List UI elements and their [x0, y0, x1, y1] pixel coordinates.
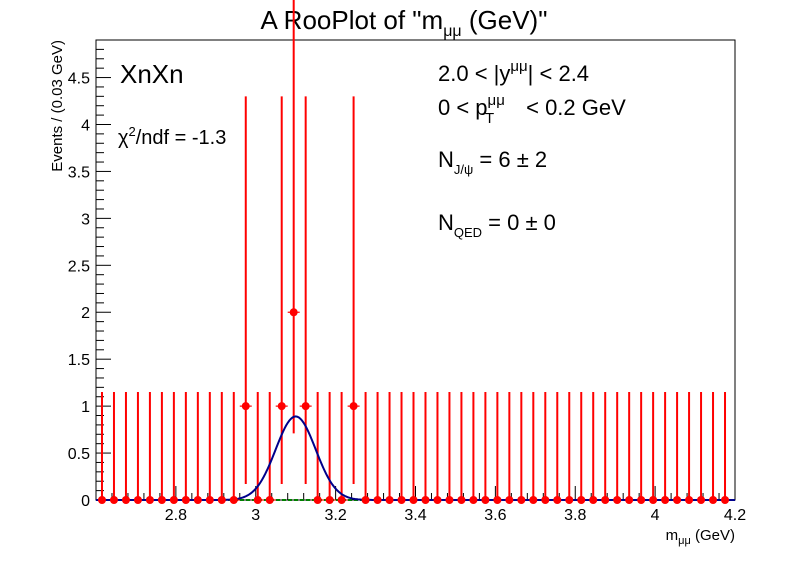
- x-tick-label: 3: [251, 507, 260, 524]
- data-point: [481, 496, 490, 504]
- y-tick-label: 3.5: [68, 164, 90, 181]
- data-point: [301, 402, 310, 411]
- y-tick-label: 0.5: [68, 446, 90, 463]
- data-point: [229, 496, 238, 504]
- data-point: [193, 496, 202, 504]
- data-point: [637, 496, 646, 504]
- y-tick-label: 4.5: [68, 71, 90, 88]
- y-tick-label: 0: [81, 493, 90, 510]
- y-tick-label: 4: [81, 117, 90, 134]
- x-tick-label: 3.4: [404, 507, 426, 524]
- data-point: [505, 496, 514, 504]
- x-axis-label: mμμ (GeV): [666, 527, 735, 547]
- data-point: [313, 496, 322, 504]
- data-point: [529, 496, 538, 504]
- data-point: [445, 496, 454, 504]
- data-point: [373, 496, 382, 504]
- data-point: [205, 496, 214, 504]
- data-point: [685, 496, 694, 504]
- rapidity-label: 2.0 < |yμμ| < 2.4: [438, 58, 589, 86]
- x-tick-label: 3.6: [484, 507, 506, 524]
- data-point: [265, 496, 274, 504]
- data-point: [361, 496, 370, 504]
- njpsi-label: NJ/ψ = 6 ± 2: [438, 147, 547, 177]
- data-point: [337, 496, 346, 504]
- y-tick-label: 3: [81, 211, 90, 228]
- y-axis: 0 0.5 1 1.5 2 2.5 3 3.5 4 4.5: [68, 39, 111, 510]
- tag-label: XnXn: [120, 59, 184, 89]
- chart-title: A RooPlot of "mμμ (GeV)": [261, 5, 548, 40]
- data-point: [109, 496, 118, 504]
- x-tick-label: 4.2: [724, 507, 746, 524]
- data-point: [457, 496, 466, 504]
- data-point: [517, 496, 526, 504]
- data-point: [493, 496, 502, 504]
- data-point: [613, 496, 622, 504]
- x-tick-label: 3.2: [325, 507, 347, 524]
- x-tick-label: 2.8: [165, 507, 187, 524]
- data-point: [385, 496, 394, 504]
- data-point: [145, 496, 154, 504]
- data-point: [565, 496, 574, 504]
- data-point: [577, 496, 586, 504]
- data-point: [217, 496, 226, 504]
- data-point: [553, 496, 562, 504]
- data-point: [541, 496, 550, 504]
- y-tick-label: 1.5: [68, 352, 90, 369]
- data-point: [649, 496, 658, 504]
- x-tick-label: 3.8: [564, 507, 586, 524]
- data-markers: [97, 308, 730, 504]
- data-point: [277, 402, 286, 411]
- data-point: [289, 308, 298, 317]
- pt-label: 0 < pμμ T < 0.2 GeV: [438, 92, 626, 127]
- chi2-label: χ2/ndf = -1.3: [118, 124, 226, 149]
- data-point: [325, 496, 334, 504]
- data-point: [349, 402, 358, 411]
- data-point: [121, 496, 130, 504]
- data-point: [253, 496, 262, 504]
- data-point: [409, 496, 418, 504]
- data-point: [601, 496, 610, 504]
- data-point: [673, 496, 682, 504]
- y-tick-label: 2: [81, 305, 90, 322]
- nqed-label: NQED = 0 ± 0: [438, 210, 556, 240]
- data-point: [469, 496, 478, 504]
- data-point: [157, 496, 166, 504]
- y-axis-label: Events / (0.03 GeV): [49, 40, 66, 172]
- data-point: [241, 402, 250, 411]
- data-point: [589, 496, 598, 504]
- data-point: [625, 496, 634, 504]
- y-tick-label: 2.5: [68, 258, 90, 275]
- data-point: [721, 496, 730, 504]
- data-point: [97, 496, 106, 504]
- data-point: [169, 496, 178, 504]
- data-point: [697, 496, 706, 504]
- data-point: [709, 496, 718, 504]
- data-point: [661, 496, 670, 504]
- data-point: [397, 496, 406, 504]
- data-point: [181, 496, 190, 504]
- data-point: [421, 496, 430, 504]
- data-point: [433, 496, 442, 504]
- y-tick-label: 1: [81, 399, 90, 416]
- x-tick-label: 4: [651, 507, 660, 524]
- data-point: [133, 496, 142, 504]
